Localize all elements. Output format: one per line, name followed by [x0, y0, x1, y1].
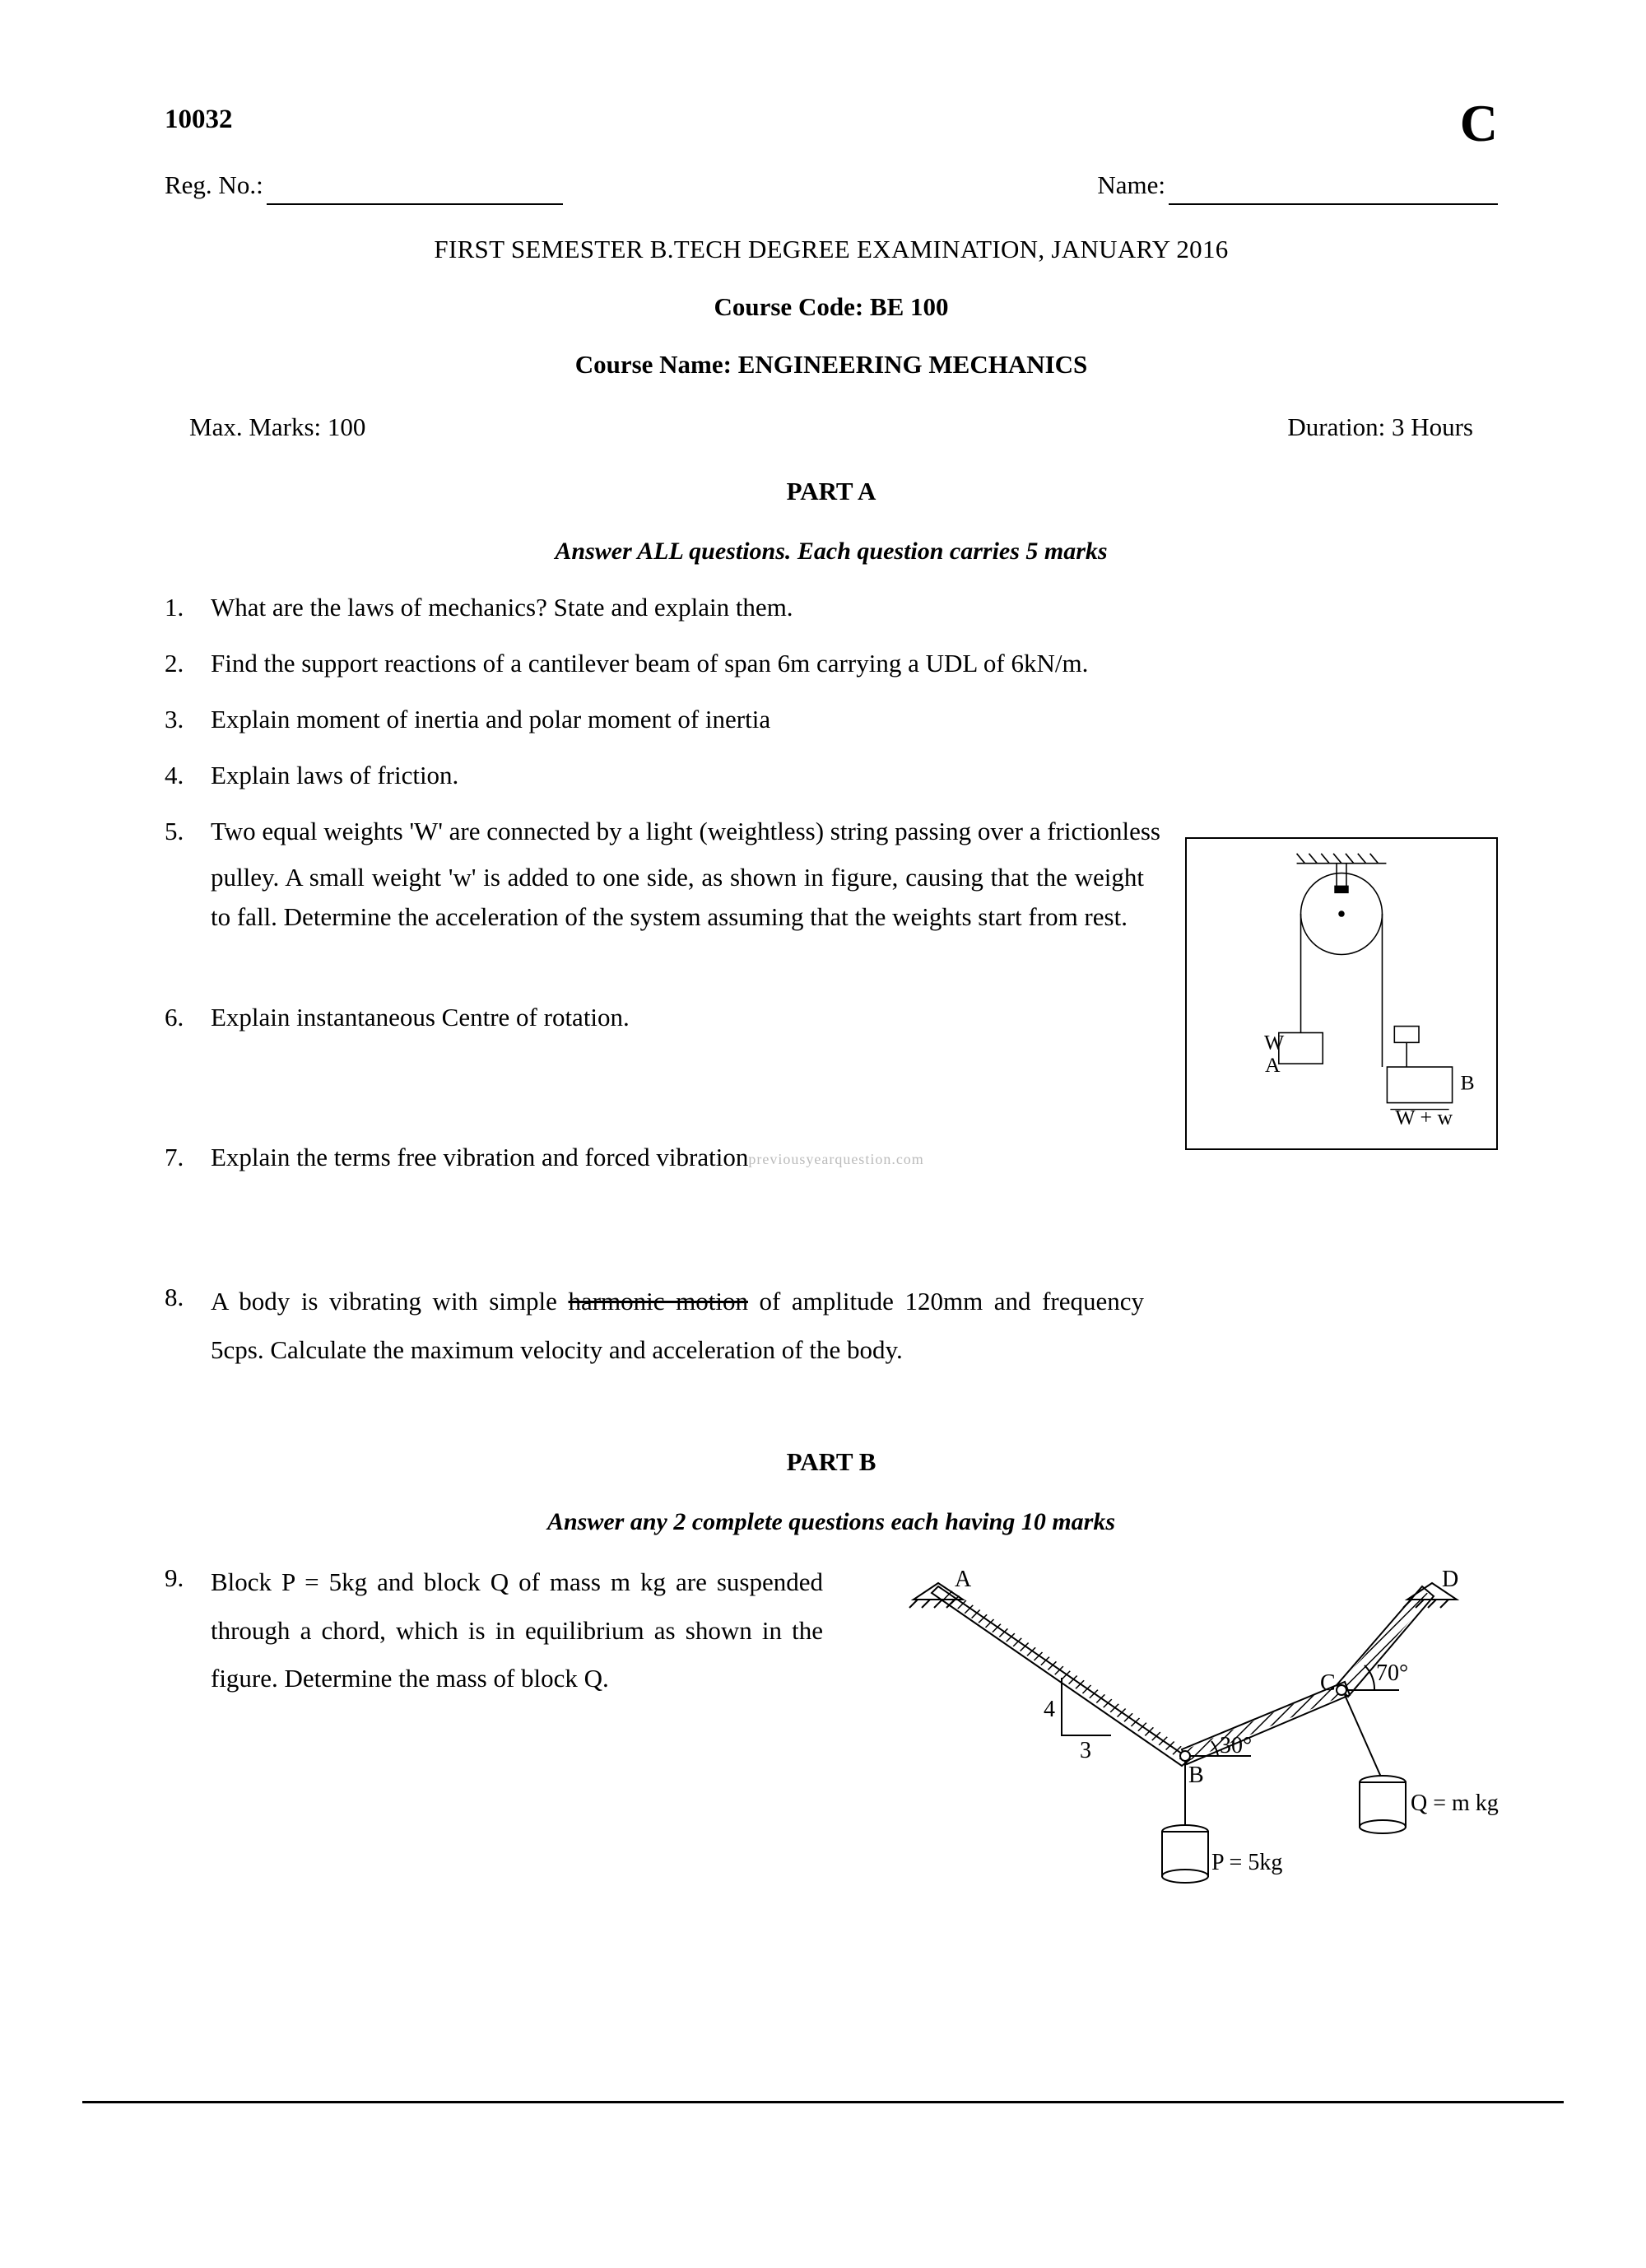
q5-text-a: Two equal weights 'W' are connected by a… — [211, 817, 1160, 845]
q8-text-a: A body is vibrating with simple — [211, 1287, 568, 1316]
name-input-line[interactable] — [1169, 182, 1498, 205]
course-code: Course Code: BE 100 — [165, 287, 1498, 327]
marks-duration-row: Max. Marks: 100 Duration: 3 Hours — [165, 407, 1498, 447]
question-1: 1. What are the laws of mechanics? State… — [165, 588, 1498, 627]
chord-label-A: A — [955, 1567, 972, 1592]
chord-label-P: P = 5kg — [1211, 1850, 1282, 1875]
reg-no-input-line[interactable] — [267, 182, 563, 205]
candidate-fields-row: Reg. No.: Name: — [165, 165, 1498, 205]
question-text: Explain laws of friction. — [211, 756, 1498, 795]
question-number: 3. — [165, 700, 211, 739]
question-number: 2. — [165, 644, 211, 683]
question-text: What are the laws of mechanics? State an… — [211, 588, 1498, 627]
question-7: 7. Explain the terms free vibration and … — [165, 1138, 1498, 1261]
page-bottom-rule — [82, 2101, 1564, 2103]
chord-label-4: 4 — [1044, 1697, 1055, 1722]
q8-strike: harmonic motion — [568, 1287, 747, 1316]
chord-label-B: B — [1188, 1763, 1204, 1788]
part-a-questions: 1. What are the laws of mechanics? State… — [165, 588, 1498, 1401]
header-top-row: 10032 — [165, 99, 1498, 141]
chord-label-C: C — [1320, 1670, 1336, 1696]
q7-text-a: Explain the terms free vibration and — [211, 1143, 585, 1171]
part-b-block: PART B Answer any 2 complete questions e… — [165, 1442, 1498, 1703]
reg-no-label: Reg. No.: — [165, 165, 263, 205]
q7-text-b: forced vibration — [585, 1143, 749, 1171]
question-8: 8. A body is vibrating with simple harmo… — [165, 1278, 1498, 1401]
chord-label-Q: Q = m kg — [1411, 1791, 1499, 1816]
question-number: 4. — [165, 756, 211, 795]
question-text: Explain the terms free vibration and for… — [211, 1138, 1498, 1261]
series-letter: C — [1460, 82, 1498, 164]
question-number: 7. — [165, 1138, 211, 1261]
question-3: 3. Explain moment of inertia and polar m… — [165, 700, 1498, 739]
question-number: 9. — [165, 1558, 211, 1704]
question-number: 1. — [165, 588, 211, 627]
course-name: Course Name: ENGINEERING MECHANICS — [165, 345, 1498, 384]
q5-text-b: pulley. A small weight 'w' is added to o… — [211, 863, 1144, 931]
part-a-heading: PART A — [165, 472, 1498, 511]
question-2: 2. Find the support reactions of a canti… — [165, 644, 1498, 683]
part-b-instruction: Answer any 2 complete questions each hav… — [165, 1503, 1498, 1542]
chord-label-30: 30° — [1220, 1733, 1252, 1758]
exam-title: FIRST SEMESTER B.TECH DEGREE EXAMINATION… — [165, 230, 1498, 269]
name-label: Name: — [1097, 165, 1165, 205]
part-b-heading: PART B — [165, 1442, 1498, 1482]
question-text: A body is vibrating with simple harmonic… — [211, 1278, 1498, 1401]
question-number: 5. — [165, 812, 211, 981]
question-text: Explain instantaneous Centre of rotation… — [211, 998, 1498, 1121]
chord-figure: A B C D 4 3 30° 70° P = 5kg Q = m kg — [856, 1558, 1514, 1912]
chord-label-D: D — [1442, 1567, 1458, 1592]
chord-label-3: 3 — [1080, 1738, 1091, 1763]
name-field[interactable]: Name: — [1097, 165, 1498, 205]
part-b-questions: 9. Block P = 5kg and block Q of mass m k… — [165, 1558, 1498, 1704]
paper-code: 10032 — [165, 99, 233, 141]
chord-label-70: 70° — [1376, 1660, 1408, 1686]
max-marks: Max. Marks: 100 — [189, 407, 365, 447]
question-6: 6. Explain instantaneous Centre of rotat… — [165, 998, 1498, 1121]
watermark-text: previousyearquestion.com — [748, 1151, 923, 1167]
question-number: 6. — [165, 998, 211, 1121]
reg-no-field[interactable]: Reg. No.: — [165, 165, 563, 205]
question-text: Explain moment of inertia and polar mome… — [211, 700, 1498, 739]
question-number: 8. — [165, 1278, 211, 1401]
duration: Duration: 3 Hours — [1287, 407, 1473, 447]
part-a-instruction: Answer ALL questions. Each question carr… — [165, 533, 1498, 571]
chord-diagram-svg: A B C D 4 3 30° 70° P = 5kg Q = m kg — [856, 1558, 1514, 1912]
question-4: 4. Explain laws of friction. — [165, 756, 1498, 795]
question-text: Find the support reactions of a cantilev… — [211, 644, 1498, 683]
